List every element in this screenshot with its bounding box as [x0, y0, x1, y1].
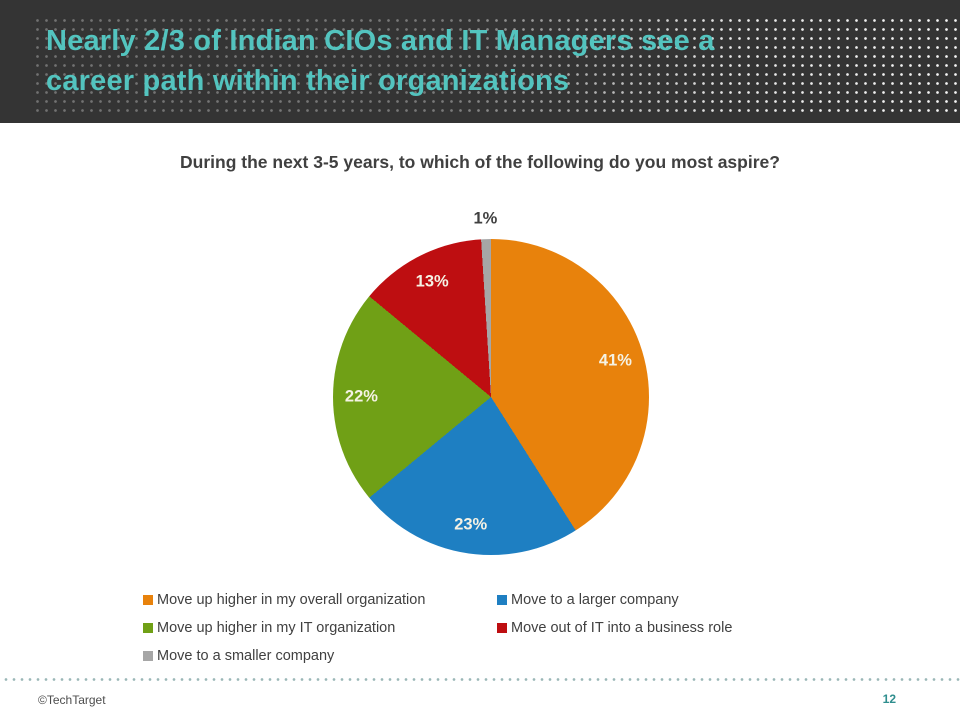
chart-legend: Move up higher in my overall organizatio… [143, 591, 732, 666]
legend-swatch [143, 623, 153, 633]
legend-swatch [143, 651, 153, 661]
legend-item: Move up higher in my overall organizatio… [143, 591, 497, 610]
legend-item: Move to a larger company [497, 591, 732, 610]
legend-label: Move up higher in my IT organization [157, 620, 396, 636]
legend-label: Move to a smaller company [157, 648, 335, 664]
legend-item: Move to a smaller company [143, 647, 497, 666]
legend-swatch [497, 623, 507, 633]
footer-dotted-line [0, 676, 960, 681]
legend-swatch [143, 595, 153, 605]
legend-label: Move to a larger company [511, 592, 679, 608]
legend-item: Move out of IT into a business role [497, 619, 732, 638]
slide-title-line-2: career path within their organizations [46, 65, 570, 97]
legend-label: Move out of IT into a business role [511, 620, 733, 636]
pie-data-label: 1% [473, 209, 498, 228]
legend-swatch [497, 595, 507, 605]
chart-title: During the next 3-5 years, to which of t… [180, 152, 780, 172]
slide-title-line-1: Nearly 2/3 of Indian CIOs and IT Manager… [46, 25, 715, 57]
page-number: 12 [882, 692, 896, 706]
pie-chart [333, 239, 649, 555]
legend-label: Move up higher in my overall organizatio… [157, 592, 426, 608]
copyright-text: ©TechTarget [38, 693, 106, 707]
slide-header: Nearly 2/3 of Indian CIOs and IT Manager… [0, 0, 960, 123]
slide-title: Nearly 2/3 of Indian CIOs and IT Manager… [46, 21, 715, 101]
legend-item: Move up higher in my IT organization [143, 619, 497, 638]
header-dot-pattern [33, 16, 957, 117]
